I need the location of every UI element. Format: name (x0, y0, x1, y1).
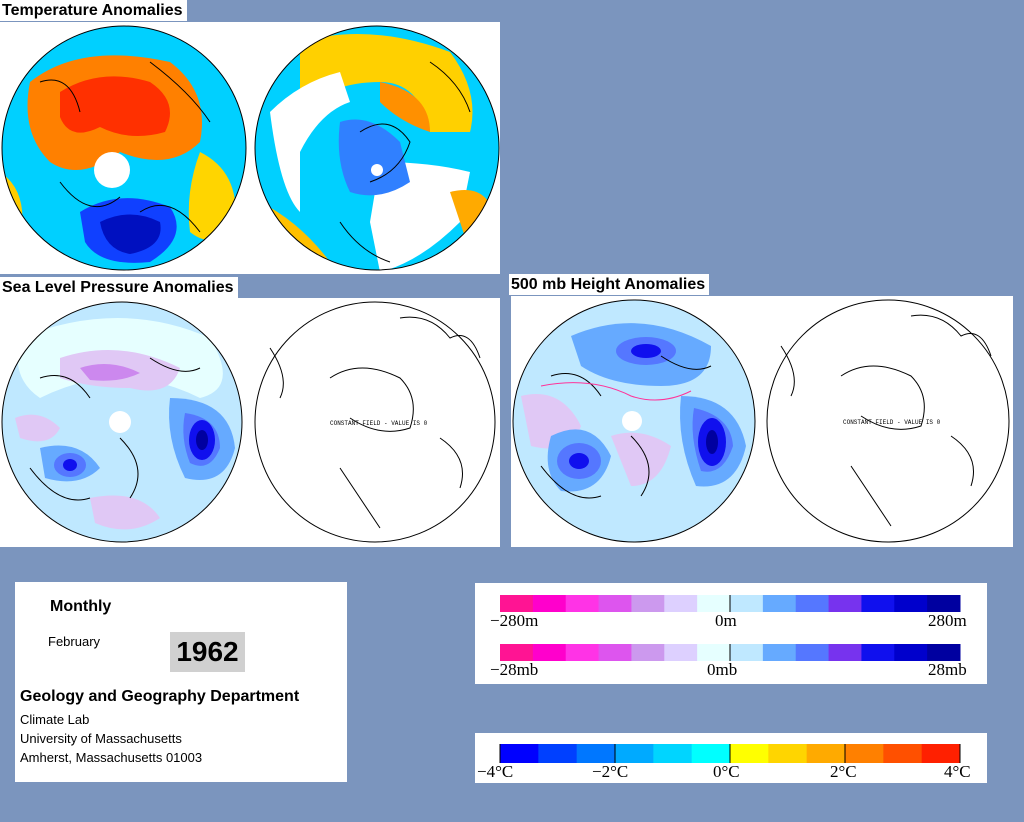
pressure-legend-swatch (795, 644, 830, 661)
pressure-legend-min: −28mb (490, 660, 539, 679)
height-legend-swatch (795, 595, 830, 612)
temperature-legend-swatch (768, 744, 808, 763)
height-legend-swatch (664, 595, 698, 612)
pressure-color-bar (500, 644, 961, 661)
height-legend-swatch (565, 595, 600, 612)
pressure-constant-field-text: CONSTANT FIELD - VALUE IS 0 (330, 420, 428, 427)
height-map-panel: CONSTANT FIELD - VALUE IS 0 (511, 296, 1013, 547)
pressure-legend-swatch (762, 644, 797, 661)
height-legend-min: −280m (490, 611, 539, 630)
temperature-legend-swatch (615, 744, 654, 763)
temperature-globe-left (2, 26, 246, 270)
pressure-globe-left (2, 302, 242, 542)
period-label: Monthly (50, 598, 112, 615)
pressure-legend-swatch (894, 644, 928, 661)
anomaly-legend: −280m 0m 280m −28mb 0mb 28mb (475, 583, 987, 684)
temperature-legend-swatch (806, 744, 846, 763)
department-name: Geology and Geography Department (20, 688, 300, 705)
address-line: Amherst, Massachusetts 01003 (20, 750, 203, 765)
height-legend-swatch (828, 595, 862, 612)
year-badge: 1962 (170, 632, 245, 672)
height-legend-swatch (631, 595, 665, 612)
height-legend-swatch (500, 595, 534, 612)
pressure-legend-swatch (730, 644, 764, 661)
height-legend-swatch (697, 595, 731, 612)
temperature-legend-swatch (653, 744, 693, 763)
pressure-globe-right (254, 301, 496, 543)
pressure-section-title: Sea Level Pressure Anomalies (0, 277, 238, 298)
temperature-legend-swatch (576, 744, 616, 763)
height-legend-swatch (861, 595, 895, 612)
pressure-legend-swatch (828, 644, 862, 661)
height-globe-right (766, 299, 1010, 543)
pressure-legend-swatch (532, 644, 567, 661)
pressure-legend-max: 28mb (928, 660, 967, 679)
height-legend-mid: 0m (715, 611, 737, 630)
temperature-legend: −4°C −2°C 0°C 2°C 4°C (475, 733, 987, 783)
pressure-legend-swatch (861, 644, 895, 661)
temperature-legend-swatch (921, 744, 961, 763)
height-legend-swatch (532, 595, 567, 612)
temperature-legend-swatch (883, 744, 923, 763)
temperature-legend-tick-4: 2°C (830, 762, 857, 781)
pressure-legend-swatch (927, 644, 961, 661)
pressure-legend-mid: 0mb (707, 660, 738, 679)
temperature-legend-swatch (730, 744, 769, 763)
info-box: Monthly February 1962 Geology and Geogra… (15, 582, 347, 782)
lab-name: Climate Lab (20, 712, 90, 727)
temperature-globe-right (255, 26, 499, 270)
university-name: University of Massachusetts (20, 731, 182, 746)
temperature-legend-tick-3: 0°C (713, 762, 740, 781)
pressure-legend-swatch (631, 644, 665, 661)
height-color-bar (500, 595, 961, 612)
height-legend-max: 280m (928, 611, 967, 630)
temperature-legend-swatch (845, 744, 884, 763)
height-globe-left (513, 300, 755, 542)
pressure-legend-swatch (565, 644, 600, 661)
height-constant-field-text: CONSTANT FIELD - VALUE IS 0 (843, 419, 941, 426)
temperature-section-title: Temperature Anomalies (0, 0, 187, 21)
pressure-map-panel: CONSTANT FIELD - VALUE IS 0 (0, 298, 500, 547)
temperature-legend-tick-1: −4°C (477, 762, 514, 781)
temperature-color-bar (499, 744, 961, 763)
temperature-legend-swatch (691, 744, 731, 763)
height-legend-swatch (894, 595, 928, 612)
height-legend-swatch (927, 595, 961, 612)
height-legend-swatch (730, 595, 764, 612)
pressure-legend-swatch (500, 644, 534, 661)
pressure-legend-swatch (664, 644, 698, 661)
month-label: February (48, 634, 101, 649)
pressure-legend-swatch (697, 644, 731, 661)
height-section-title: 500 mb Height Anomalies (509, 274, 710, 295)
pressure-legend-swatch (598, 644, 632, 661)
height-legend-swatch (762, 595, 797, 612)
temperature-map-panel (0, 22, 500, 274)
temperature-legend-swatch (500, 744, 539, 763)
temperature-legend-swatch (538, 744, 578, 763)
temperature-legend-tick-2: −2°C (592, 762, 629, 781)
height-legend-swatch (598, 595, 632, 612)
temperature-legend-tick-5: 4°C (944, 762, 971, 781)
